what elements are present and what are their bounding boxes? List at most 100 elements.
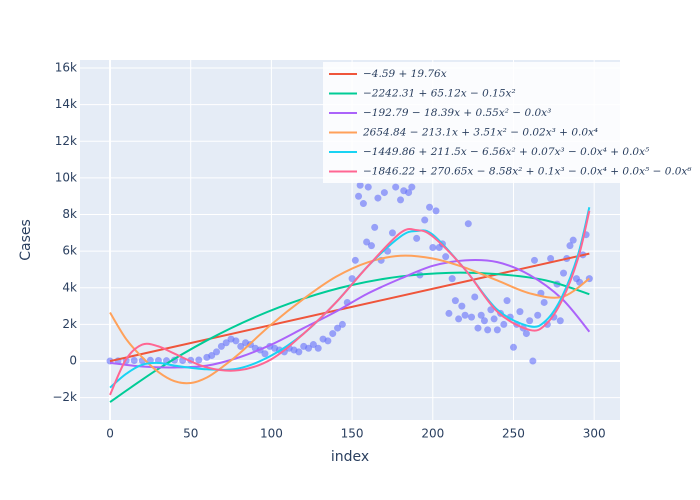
data-point: [371, 223, 379, 231]
data-point: [480, 317, 488, 325]
data-point: [130, 356, 138, 364]
data-point: [547, 254, 555, 262]
y-tick-label: 12k: [55, 134, 77, 148]
y-tick-label: 6k: [62, 244, 77, 258]
fit-line: [109, 252, 590, 363]
data-point: [329, 330, 337, 338]
data-point: [530, 256, 538, 264]
fit-line: [109, 210, 591, 396]
data-point: [374, 194, 382, 202]
data-point: [305, 344, 313, 352]
data-point: [560, 269, 568, 277]
x-tick-label: 250: [502, 427, 525, 441]
data-point: [490, 315, 498, 323]
data-point: [484, 326, 492, 334]
x-tick-label: 150: [341, 427, 364, 441]
data-point: [217, 342, 225, 350]
data-point: [195, 356, 203, 364]
data-point: [471, 293, 479, 301]
data-point: [569, 236, 577, 244]
data-point: [355, 192, 363, 200]
x-tick-label: 50: [183, 427, 198, 441]
data-point: [477, 311, 485, 319]
data-point: [566, 242, 574, 250]
x-tick-label: 100: [260, 427, 283, 441]
data-point: [208, 352, 216, 360]
legend-label: 2654.84 − 213.1x + 3.51x² − 0.02x³ + 0.0…: [362, 127, 598, 139]
y-tick-label: 14k: [55, 97, 77, 111]
data-point: [413, 234, 421, 242]
data-point: [426, 203, 434, 211]
data-point: [213, 348, 221, 356]
data-point: [388, 229, 396, 237]
data-point: [380, 189, 388, 197]
legend-label: −1449.86 + 211.5x − 6.56x² + 0.07x³ − 0.…: [363, 146, 650, 158]
plot: [106, 181, 593, 403]
data-point: [526, 317, 534, 325]
legend-label: −192.79 − 18.39x + 0.55x² − 0.0x³: [363, 107, 551, 119]
data-point: [295, 348, 303, 356]
legend-box: [323, 62, 700, 183]
data-point: [500, 320, 508, 328]
data-point: [397, 196, 405, 204]
data-point: [534, 311, 542, 319]
data-point: [543, 320, 551, 328]
data-point: [540, 298, 548, 306]
data-point: [356, 181, 364, 189]
data-point: [458, 302, 466, 310]
data-point: [314, 344, 322, 352]
fit-line: [109, 254, 590, 385]
y-tick-label: −2k: [52, 390, 77, 404]
data-point: [392, 183, 400, 191]
data-point: [464, 220, 472, 228]
data-point: [222, 339, 230, 347]
data-point: [421, 216, 429, 224]
data-point: [445, 309, 453, 317]
data-point: [448, 275, 456, 283]
data-point: [455, 315, 463, 323]
data-point: [451, 297, 459, 305]
data-point: [474, 324, 482, 332]
data-point: [516, 308, 524, 316]
data-point: [405, 189, 413, 197]
y-tick-label: 4k: [62, 280, 77, 294]
data-point: [408, 183, 416, 191]
data-point: [237, 342, 245, 350]
data-point: [367, 242, 375, 250]
legend-label: −2242.31 + 65.12x − 0.15x²: [363, 88, 516, 100]
data-point: [261, 350, 269, 358]
data-point: [309, 341, 317, 349]
data-point: [359, 200, 367, 208]
data-point: [363, 238, 371, 246]
y-tick-label: 10k: [55, 170, 77, 184]
x-tick-label: 200: [421, 427, 444, 441]
data-point: [461, 311, 469, 319]
data-point: [364, 183, 372, 191]
y-tick-label: 2k: [62, 317, 77, 331]
y-tick-label: 8k: [62, 207, 77, 221]
data-point: [348, 275, 356, 283]
legend-label: −4.59 + 19.76x: [363, 68, 447, 80]
data-point: [324, 337, 332, 345]
data-point: [529, 357, 537, 365]
data-point: [503, 297, 511, 305]
data-point: [522, 330, 530, 338]
legend-label: −1846.22 + 270.65x − 8.58x² + 0.1x³ − 0.…: [363, 166, 692, 178]
data-point: [338, 320, 346, 328]
data-point: [442, 253, 450, 261]
x-tick-label: 300: [583, 427, 606, 441]
y-tick-label: 16k: [55, 61, 77, 75]
data-point: [556, 317, 564, 325]
data-point: [429, 244, 437, 252]
y-axis-title: Cases: [18, 219, 34, 261]
y-tick-label: 0: [69, 354, 77, 368]
x-tick-label: 0: [106, 427, 114, 441]
data-point: [334, 324, 342, 332]
data-point: [432, 207, 440, 215]
data-point: [468, 313, 476, 321]
x-axis-title: index: [331, 449, 369, 465]
data-point: [509, 343, 517, 351]
data-point: [232, 337, 240, 345]
data-point: [493, 326, 501, 334]
